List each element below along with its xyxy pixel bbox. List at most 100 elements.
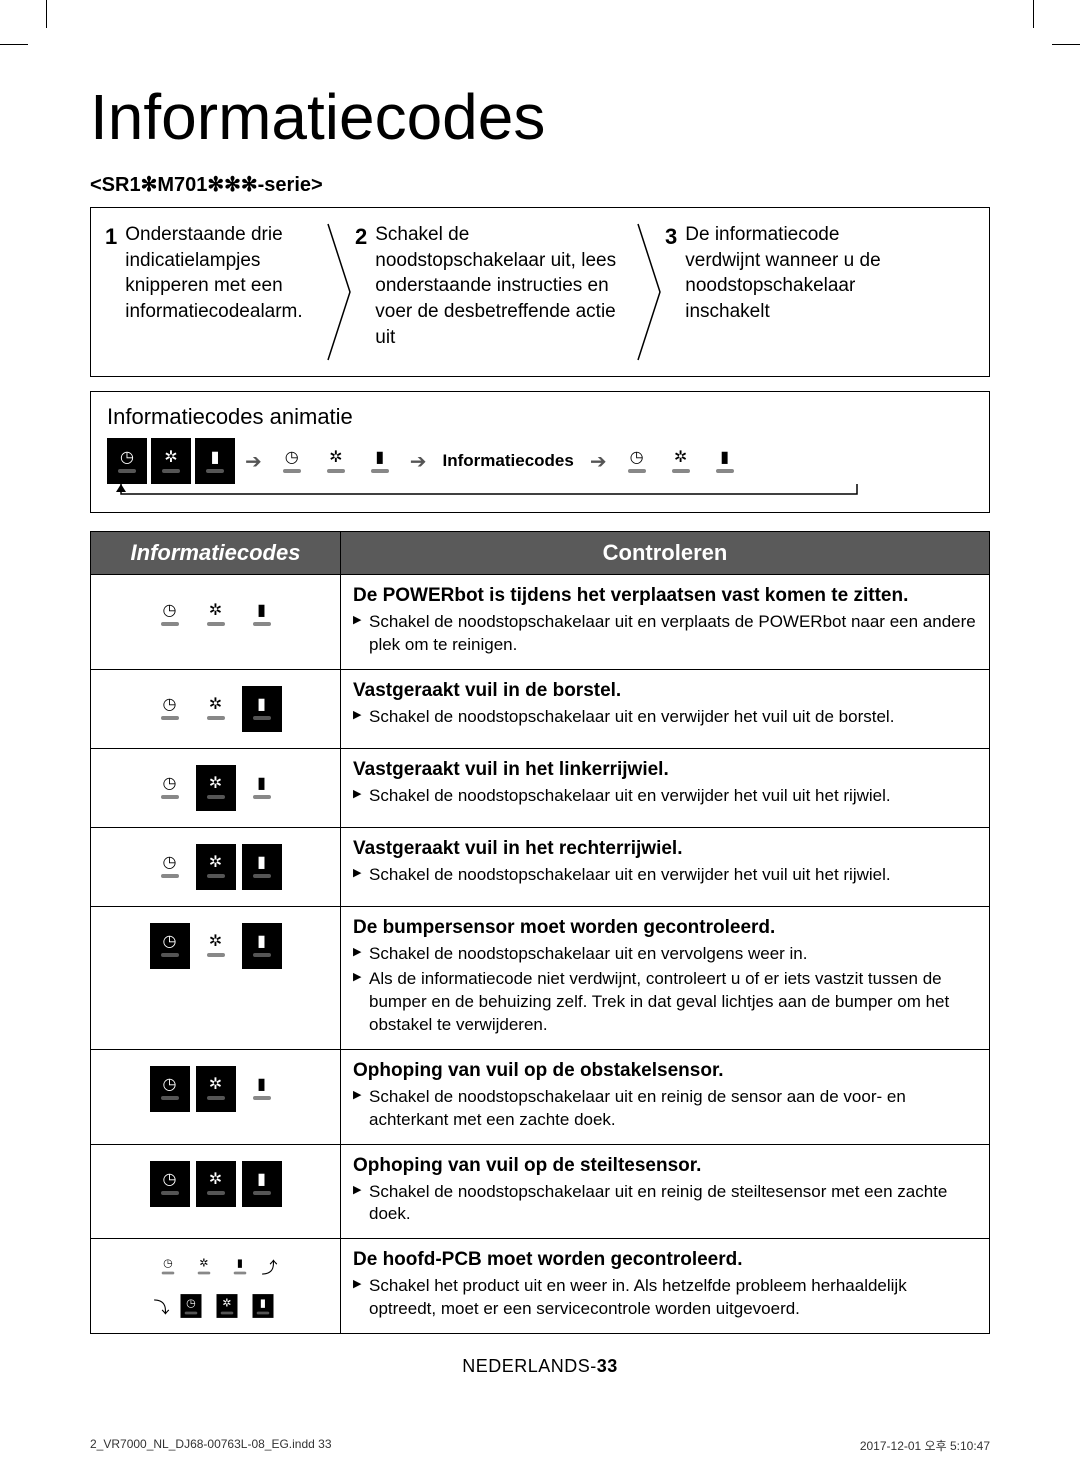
check-item: Schakel de noodstopschakelaar uit en ver… bbox=[353, 785, 977, 808]
animation-title: Informatiecodes animatie bbox=[107, 404, 973, 430]
footer-meta: 2_VR7000_NL_DJ68-00763L-08_EG.indd 33 20… bbox=[90, 1437, 990, 1454]
code-cell: ◷✲▮ bbox=[91, 575, 341, 670]
fan-off-icon: ✲ bbox=[661, 438, 701, 484]
check-item: Schakel de noodstopschakelaar uit en rei… bbox=[353, 1086, 977, 1132]
arrow-icon: ➔ bbox=[590, 449, 607, 474]
fan-off-icon: ✲ bbox=[196, 686, 236, 732]
icon-set-off: ◷✲▮ bbox=[272, 438, 400, 484]
codes-table: Informatiecodes Controleren ◷✲▮De POWERb… bbox=[90, 531, 990, 1334]
check-list: Schakel het product uit en weer in. Als … bbox=[353, 1275, 977, 1321]
step-text: Onderstaande drie indicatielampjes knipp… bbox=[125, 222, 325, 362]
fan-on-icon: ✲ bbox=[196, 765, 236, 811]
check-list: Schakel de noodstopschakelaar uit en rei… bbox=[353, 1181, 977, 1227]
fan-on-icon: ✲ bbox=[196, 1066, 236, 1112]
check-list: Schakel de noodstopschakelaar uit en ver… bbox=[353, 864, 977, 887]
batt-off-icon: ▮ bbox=[705, 438, 745, 484]
th-check: Controleren bbox=[341, 532, 990, 575]
clock-on-icon: ◷ bbox=[150, 1066, 190, 1112]
check-cell: De POWERbot is tijdens het verplaatsen v… bbox=[341, 575, 990, 670]
code-cell: ◷✲▮⤴⤵◷✲▮ bbox=[91, 1239, 341, 1334]
check-title: Vastgeraakt vuil in het rechterrijwiel. bbox=[353, 838, 977, 860]
check-title: De bumpersensor moet worden gecontroleer… bbox=[353, 917, 977, 939]
clock-off-icon: ◷ bbox=[158, 1254, 179, 1278]
footer-page: NEDERLANDS-33 bbox=[90, 1356, 990, 1377]
clock-off-icon: ◷ bbox=[150, 765, 190, 811]
table-row: ◷✲▮ Vastgeraakt vuil in de borstel. Schake… bbox=[91, 669, 990, 748]
batt-off-icon: ▮ bbox=[360, 438, 400, 484]
icon-set-dark: ◷✲▮ bbox=[107, 438, 235, 484]
check-title: Vastgeraakt vuil in de borstel. bbox=[353, 680, 977, 702]
step-text: De informatiecode verdwijnt wanneer u de… bbox=[685, 222, 905, 362]
step-2: 2 Schakel de noodstopschakelaar uit, lee… bbox=[355, 222, 635, 362]
check-item: Schakel de noodstopschakelaar uit en ver… bbox=[353, 611, 977, 657]
chevron-icon bbox=[325, 222, 355, 362]
check-cell: De hoofd-PCB moet worden gecontroleerd.S… bbox=[341, 1239, 990, 1334]
batt-on-icon: ▮ bbox=[252, 1294, 273, 1318]
batt-off-icon: ▮ bbox=[242, 1066, 282, 1112]
fan-on-icon: ✲ bbox=[196, 844, 236, 890]
animation-box: Informatiecodes animatie ◷✲▮ ➔ ◷✲▮ ➔ Inf… bbox=[90, 391, 990, 513]
check-list: Schakel de noodstopschakelaar uit en ver… bbox=[353, 785, 977, 808]
check-title: Vastgeraakt vuil in het linkerrijwiel. bbox=[353, 759, 977, 781]
check-cell: Ophoping van vuil op de steiltesensor. Sc… bbox=[341, 1144, 990, 1239]
clock-off-icon: ◷ bbox=[150, 686, 190, 732]
batt-off-icon: ▮ bbox=[230, 1254, 251, 1278]
check-cell: De bumpersensor moet worden gecontroleer… bbox=[341, 906, 990, 1049]
table-row: ◷✲▮Vastgeraakt vuil in het linkerrijwiel… bbox=[91, 748, 990, 827]
icon-set-off: ◷✲▮ bbox=[617, 438, 745, 484]
check-item: Schakel de noodstopschakelaar uit en ver… bbox=[353, 706, 977, 729]
check-cell: Vastgeraakt vuil in het linkerrijwiel. Sc… bbox=[341, 748, 990, 827]
table-row: ◷✲▮Ophoping van vuil op de obstakelsenso… bbox=[91, 1049, 990, 1144]
clock-off-icon: ◷ bbox=[617, 438, 657, 484]
codes-tbody: ◷✲▮De POWERbot is tijdens het verplaatse… bbox=[91, 575, 990, 1334]
batt-off-icon: ▮ bbox=[242, 591, 282, 637]
check-item: Schakel de noodstopschakelaar uit en rei… bbox=[353, 1181, 977, 1227]
table-row: ◷✲▮De bumpersensor moet worden gecontrol… bbox=[91, 906, 990, 1049]
step-text: Schakel de noodstopschakelaar uit, lees … bbox=[375, 222, 635, 362]
series-label: <SR1✻M701✻✻✻-serie> bbox=[90, 172, 990, 197]
clock-off-icon: ◷ bbox=[272, 438, 312, 484]
check-item: Schakel het product uit en weer in. Als … bbox=[353, 1275, 977, 1321]
table-row: ◷✲▮ De POWERbot is tijdens het verplaatse… bbox=[91, 575, 990, 670]
chevron-icon bbox=[635, 222, 665, 362]
clock-off-icon: ◷ bbox=[150, 591, 190, 637]
page-title: Informatiecodes bbox=[90, 80, 990, 154]
footer-time: 2017-12-01 오후 5:10:47 bbox=[860, 1437, 990, 1454]
code-cell: ◷✲▮ bbox=[91, 1049, 341, 1144]
clock-on-icon: ◷ bbox=[180, 1294, 201, 1318]
batt-on-icon: ▮ bbox=[242, 1161, 282, 1207]
step-number: 2 bbox=[355, 222, 367, 362]
check-title: Ophoping van vuil op de steiltesensor. bbox=[353, 1155, 977, 1177]
check-item: Als de informatiecode niet verdwijnt, co… bbox=[353, 968, 977, 1037]
footer-file: 2_VR7000_NL_DJ68-00763L-08_EG.indd 33 bbox=[90, 1437, 332, 1454]
clock-on-icon: ◷ bbox=[150, 1161, 190, 1207]
check-item: Schakel de noodstopschakelaar uit en ver… bbox=[353, 943, 977, 966]
fan-off-icon: ✲ bbox=[196, 923, 236, 969]
check-cell: Ophoping van vuil op de obstakelsensor. S… bbox=[341, 1049, 990, 1144]
check-title: De POWERbot is tijdens het verplaatsen v… bbox=[353, 585, 977, 607]
check-item: Schakel de noodstopschakelaar uit en ver… bbox=[353, 864, 977, 887]
fan-off-icon: ✲ bbox=[316, 438, 356, 484]
fan-on-icon: ✲ bbox=[216, 1294, 237, 1318]
arrow-icon: ➔ bbox=[245, 449, 262, 474]
steps-box: 1 Onderstaande drie indicatielampjes kni… bbox=[90, 207, 990, 377]
animation-row: ◷✲▮ ➔ ◷✲▮ ➔ Informatiecodes ➔ ◷✲▮ bbox=[107, 438, 973, 484]
th-codes: Informatiecodes bbox=[91, 532, 341, 575]
clock-on-icon: ◷ bbox=[107, 438, 147, 484]
table-row: ◷✲▮ Vastgeraakt vuil in het rechterrijwie… bbox=[91, 827, 990, 906]
code-cell: ◷✲▮ bbox=[91, 669, 341, 748]
check-list: Schakel de noodstopschakelaar uit en ver… bbox=[353, 611, 977, 657]
check-list: Schakel de noodstopschakelaar uit en ver… bbox=[353, 706, 977, 729]
table-row: ◷✲▮ Ophoping van vuil op de steiltesensor… bbox=[91, 1144, 990, 1239]
fan-on-icon: ✲ bbox=[151, 438, 191, 484]
loop-arrow bbox=[107, 484, 973, 498]
fan-on-icon: ✲ bbox=[196, 1161, 236, 1207]
arrow-icon: ➔ bbox=[410, 449, 427, 474]
step-number: 3 bbox=[665, 222, 677, 362]
check-title: Ophoping van vuil op de obstakelsensor. bbox=[353, 1060, 977, 1082]
animation-center-label: Informatiecodes bbox=[443, 451, 574, 471]
fan-off-icon: ✲ bbox=[196, 591, 236, 637]
code-cell: ◷✲▮ bbox=[91, 827, 341, 906]
fan-off-icon: ✲ bbox=[194, 1254, 215, 1278]
code-cell: ◷✲▮ bbox=[91, 748, 341, 827]
